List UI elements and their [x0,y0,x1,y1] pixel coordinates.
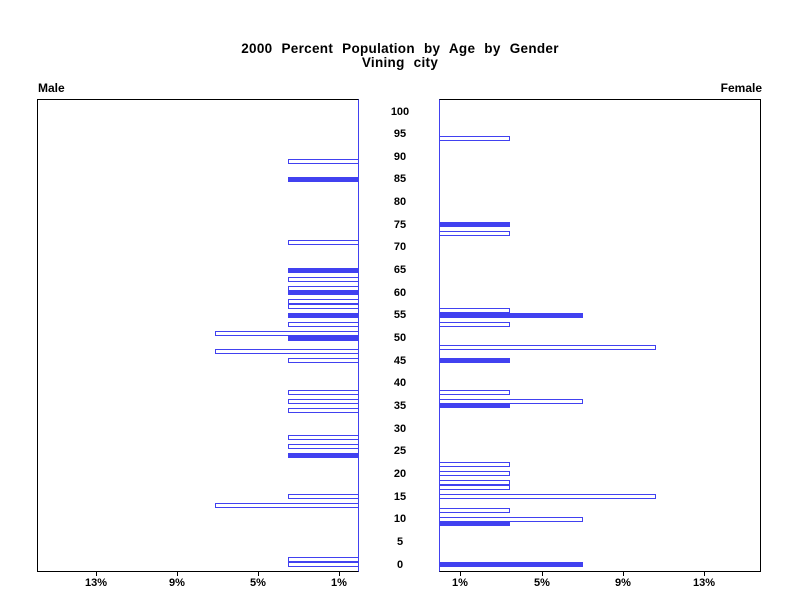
bar-male-age-13 [215,503,359,508]
bar-male-age-38 [288,390,359,395]
age-tick-label-25: 25 [393,445,407,457]
age-tick-label-35: 35 [393,400,407,412]
bar-male-age-47 [215,349,359,354]
female-pct-tick-13 [704,572,705,576]
bar-female-age-0 [439,562,583,567]
bar-male-age-26 [288,444,359,449]
male-pct-tick-1 [339,572,340,576]
bar-female-age-12 [439,508,510,513]
age-tick-label-90: 90 [393,151,407,163]
bar-female-age-73 [439,231,510,236]
bar-male-age-57 [288,304,359,309]
chart-title: 2000 Percent Population by Age by Gender [241,41,559,56]
female-pct-tick-label-9: 9% [615,577,631,589]
age-tick-label-5: 5 [396,536,404,548]
bar-male-age-85 [288,177,359,182]
age-tick-label-80: 80 [393,196,407,208]
bar-male-age-89 [288,159,359,164]
age-tick-label-70: 70 [393,241,407,253]
bar-male-age-50 [288,336,359,341]
female-pct-tick-label-13: 13% [692,577,716,589]
bar-female-age-45 [439,358,510,363]
age-tick-label-65: 65 [393,264,407,276]
age-tick-label-40: 40 [393,377,407,389]
bar-female-age-36 [439,399,583,404]
male-panel-label: Male [38,81,65,95]
age-tick-label-95: 95 [393,128,407,140]
male-pct-tick-13 [96,572,97,576]
female-pct-tick-1 [460,572,461,576]
bar-female-age-20 [439,471,510,476]
bar-female-age-38 [439,390,510,395]
bar-male-age-24 [288,453,359,458]
bar-female-age-18 [439,480,510,485]
age-tick-label-60: 60 [393,287,407,299]
bar-female-age-17 [439,485,510,490]
male-pct-tick-label-13: 13% [84,577,108,589]
bar-female-age-22 [439,462,510,467]
age-tick-label-55: 55 [393,309,407,321]
male-pct-tick-label-5: 5% [250,577,266,589]
bar-male-age-1 [288,557,359,562]
bar-male-age-60 [288,290,359,295]
bar-female-age-48 [439,345,656,350]
bar-female-age-94 [439,136,510,141]
age-tick-label-50: 50 [393,332,407,344]
bar-female-age-75 [439,222,510,227]
female-pct-tick-label-5: 5% [534,577,550,589]
bar-male-age-36 [288,399,359,404]
bar-male-age-15 [288,494,359,499]
male-pct-tick-label-9: 9% [169,577,185,589]
male-pct-tick-5 [258,572,259,576]
bar-male-age-71 [288,240,359,245]
age-tick-label-100: 100 [390,106,410,118]
age-tick-label-85: 85 [393,173,407,185]
age-tick-label-75: 75 [393,219,407,231]
bar-female-age-53 [439,322,510,327]
bar-male-age-34 [288,408,359,413]
chart-subtitle: Vining city [361,55,439,70]
age-tick-label-10: 10 [393,513,407,525]
bar-male-age-45 [288,358,359,363]
female-plot-area [439,99,761,572]
age-tick-label-15: 15 [393,491,407,503]
bar-male-age-53 [288,322,359,327]
bar-female-age-56 [439,308,510,313]
bar-female-age-9 [439,521,510,526]
bar-male-age-28 [288,435,359,440]
bar-female-age-10 [439,517,583,522]
bar-male-age-55 [288,313,359,318]
male-pct-tick-9 [177,572,178,576]
male-plot-area [37,99,359,572]
bar-male-age-0 [288,562,359,567]
female-pct-tick-9 [623,572,624,576]
male-pct-tick-label-1: 1% [331,577,347,589]
female-panel-label: Female [720,81,762,95]
bar-male-age-63 [288,277,359,282]
female-pct-tick-label-1: 1% [452,577,468,589]
female-pct-tick-5 [542,572,543,576]
bar-male-age-65 [288,268,359,273]
age-tick-label-20: 20 [393,468,407,480]
bar-male-age-51 [215,331,359,336]
age-tick-label-45: 45 [393,355,407,367]
age-tick-label-0: 0 [396,559,404,571]
age-tick-label-30: 30 [393,423,407,435]
bar-female-age-55 [439,313,583,318]
bar-female-age-15 [439,494,656,499]
bar-female-age-35 [439,403,510,408]
bar-male-age-58 [288,299,359,304]
